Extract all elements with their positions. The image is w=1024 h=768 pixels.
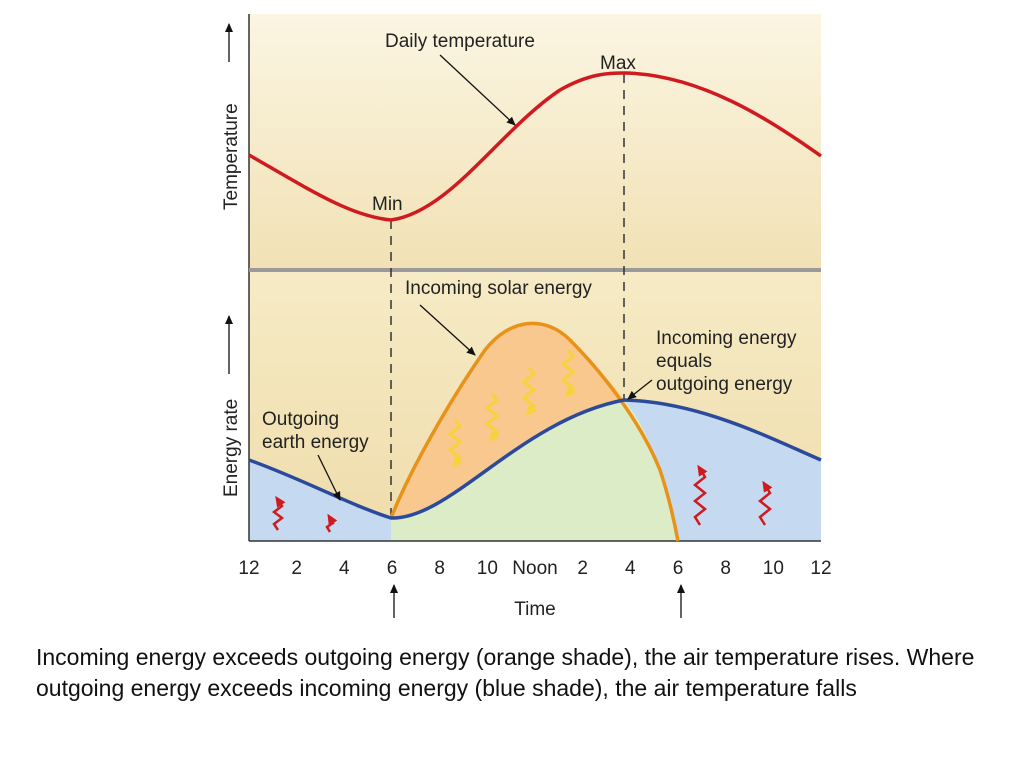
solar-ray-arrows <box>447 349 576 468</box>
time-axis-label: Time <box>514 599 556 620</box>
solar-ray-1 <box>447 419 463 468</box>
green-shade <box>391 400 678 541</box>
x-axis-ticks: 12 2 4 6 8 10 Noon 2 4 6 8 10 12 <box>238 558 831 579</box>
earth-ray-2 <box>325 513 338 533</box>
figure-caption: Incoming energy exceeds outgoing energy … <box>36 644 975 701</box>
earth-ray-1 <box>271 495 286 531</box>
x-tick-label: 4 <box>339 558 350 579</box>
solar-ray-2 <box>484 393 500 442</box>
daily-temperature-label: Daily temperature <box>385 31 535 52</box>
blue-shade-right <box>624 400 821 541</box>
x-tick-label: 12 <box>810 558 831 579</box>
x-tick-label: 10 <box>763 558 784 579</box>
max-label: Max <box>600 53 636 74</box>
equal-label-line2: equals <box>656 351 712 372</box>
earth-ray-3 <box>692 464 708 526</box>
earth-ray-4 <box>757 480 773 526</box>
x-tick-label: 4 <box>625 558 636 579</box>
x-tick-label: 6 <box>673 558 684 579</box>
energy-temperature-diagram: Temperature Energy rate Daily temperatur… <box>221 14 832 620</box>
blue-shade-left <box>249 460 391 541</box>
equal-label-line1: Incoming energy <box>656 328 797 349</box>
equal-label-line3: outgoing energy <box>656 374 793 395</box>
x-tick-label: 10 <box>477 558 498 579</box>
orange-shade <box>391 323 624 519</box>
energy-axis-label: Energy rate <box>221 399 242 497</box>
equal-energy-pointer <box>627 379 653 400</box>
outgoing-label-line1: Outgoing <box>262 409 339 430</box>
solar-ray-4 <box>560 349 576 398</box>
incoming-solar-pointer <box>419 304 476 356</box>
incoming-solar-label: Incoming solar energy <box>405 278 592 299</box>
min-label: Min <box>372 194 403 215</box>
solar-ray-3 <box>521 367 537 416</box>
x-tick-label: 6 <box>387 558 398 579</box>
outgoing-label-line2: earth energy <box>262 432 369 453</box>
x-tick-label: Noon <box>512 558 557 579</box>
temperature-panel-background <box>249 14 821 270</box>
x-tick-label: 12 <box>238 558 259 579</box>
x-tick-label: 2 <box>291 558 302 579</box>
x-tick-label: 8 <box>434 558 445 579</box>
x-tick-label: 8 <box>720 558 731 579</box>
earth-ray-arrows <box>271 464 773 533</box>
incoming-solar-curve <box>389 321 680 542</box>
temperature-curve <box>248 71 823 222</box>
x-tick-label: 2 <box>577 558 588 579</box>
outgoing-earth-pointer <box>317 454 341 501</box>
temperature-axis-label: Temperature <box>221 103 242 210</box>
daily-temperature-pointer <box>439 54 516 126</box>
